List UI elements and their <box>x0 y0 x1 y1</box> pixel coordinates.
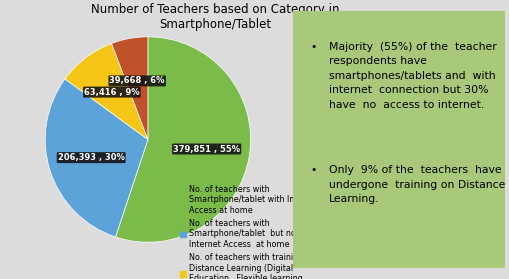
Wedge shape <box>111 37 148 140</box>
Text: •: • <box>309 165 316 175</box>
Text: 379,851 , 55%: 379,851 , 55% <box>173 145 240 153</box>
Wedge shape <box>45 79 148 237</box>
Text: Number of Teachers based on Category in
Smartphone/Tablet: Number of Teachers based on Category in … <box>91 3 338 31</box>
Wedge shape <box>65 44 148 140</box>
Legend: No. of teachers with
Smartphone/tablet with Internet
Access at home, No. of teac: No. of teachers with Smartphone/tablet w… <box>180 185 319 279</box>
Text: Majority  (55%) of the  teacher
respondents have
smartphones/tablets and  with
i: Majority (55%) of the teacher respondent… <box>329 42 496 110</box>
Text: Only  9% of the  teachers  have
undergone  training on Distance
Learning.: Only 9% of the teachers have undergone t… <box>329 165 504 204</box>
FancyBboxPatch shape <box>287 1 509 278</box>
Text: 63,416 , 9%: 63,416 , 9% <box>84 88 139 97</box>
Text: •: • <box>309 42 316 52</box>
Wedge shape <box>116 37 250 242</box>
Text: 39,668 , 6%: 39,668 , 6% <box>109 76 164 85</box>
Text: 206,393 , 30%: 206,393 , 30% <box>58 153 124 162</box>
